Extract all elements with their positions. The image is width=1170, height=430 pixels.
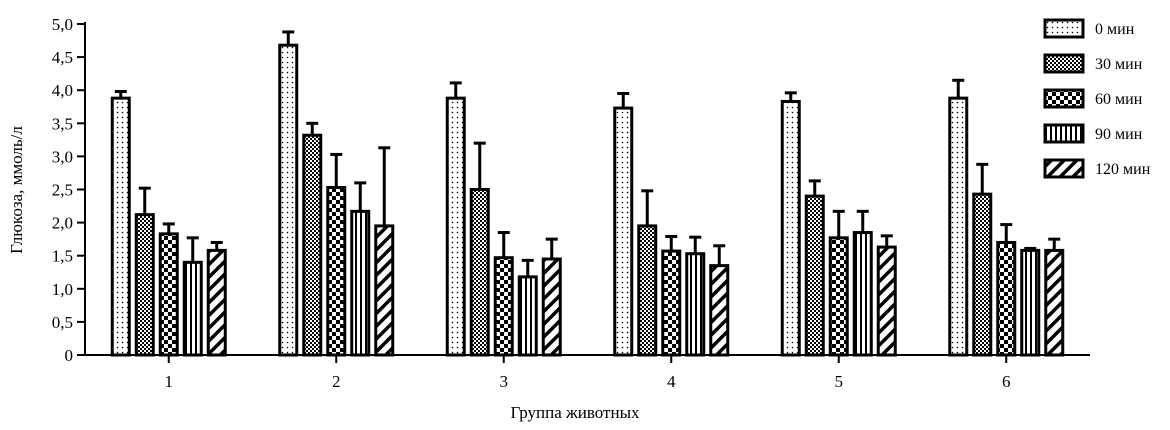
legend-swatch	[1043, 158, 1085, 179]
bar	[206, 248, 227, 357]
bar	[1044, 248, 1065, 357]
bar	[613, 106, 634, 357]
legend-swatch	[1043, 123, 1085, 144]
y-tick-label: 4,5	[52, 48, 73, 67]
bar	[709, 264, 730, 357]
bar	[302, 133, 323, 357]
bar	[780, 99, 801, 357]
bar	[110, 96, 131, 357]
y-axis-title: Глюкоза, ммоль/л	[7, 126, 26, 254]
bar	[326, 186, 347, 357]
x-tick-label: 2	[332, 372, 341, 391]
bar	[134, 213, 155, 357]
x-tick-label: 1	[165, 372, 174, 391]
x-axis-title: Группа животных	[510, 403, 640, 422]
x-tick-label: 6	[1002, 372, 1011, 391]
bar	[541, 257, 562, 357]
bar	[517, 275, 538, 357]
bar	[158, 232, 179, 357]
y-tick-label: 1,5	[52, 247, 73, 266]
bar	[685, 252, 706, 357]
y-tick-label: 2,0	[52, 214, 73, 233]
bar	[804, 194, 825, 357]
y-tick-label: 5,0	[52, 15, 73, 34]
x-tick-label: 4	[667, 372, 676, 391]
x-axis: 1 2 3 4 5 6	[85, 354, 1090, 391]
legend-label: 30 мин	[1095, 56, 1143, 73]
x-tick-label: 5	[835, 372, 844, 391]
bars-layer	[110, 30, 1065, 357]
bar	[374, 224, 395, 357]
bar	[828, 236, 849, 357]
y-tick-label: 3,0	[52, 147, 73, 166]
y-axis: 0 0,5 1,0 1,5 2,0 2,5 3,0 3,5 4,0 4,5 5,0	[52, 15, 86, 365]
legend-swatch	[1043, 18, 1085, 39]
bar	[445, 96, 466, 357]
legend-swatch	[1043, 53, 1085, 74]
legend: 0 мин 30 мин 60 мин 90 мин 120 мин	[1043, 18, 1151, 179]
y-tick-label: 4,0	[52, 81, 73, 100]
bar	[876, 245, 897, 357]
x-tick-label: 3	[500, 372, 509, 391]
bar	[948, 96, 969, 357]
y-tick-label: 2,5	[52, 181, 73, 200]
legend-label: 90 мин	[1095, 126, 1143, 143]
bar	[996, 240, 1017, 357]
bar	[182, 260, 203, 357]
y-tick-label: 0,5	[52, 313, 73, 332]
y-tick-label: 3,5	[52, 114, 73, 133]
bar	[1020, 248, 1041, 357]
y-tick-label: 0	[65, 346, 74, 365]
bar	[661, 249, 682, 357]
bar	[972, 192, 993, 357]
y-tick-label: 1,0	[52, 280, 73, 299]
bar	[637, 224, 658, 357]
legend-label: 60 мин	[1095, 91, 1143, 108]
legend-swatch	[1043, 88, 1085, 109]
legend-label: 0 мин	[1095, 21, 1135, 38]
bar	[350, 209, 371, 357]
bar	[469, 188, 490, 357]
legend-label: 120 мин	[1095, 161, 1151, 178]
bar	[852, 231, 873, 357]
bar	[493, 256, 514, 357]
bar	[278, 43, 299, 357]
